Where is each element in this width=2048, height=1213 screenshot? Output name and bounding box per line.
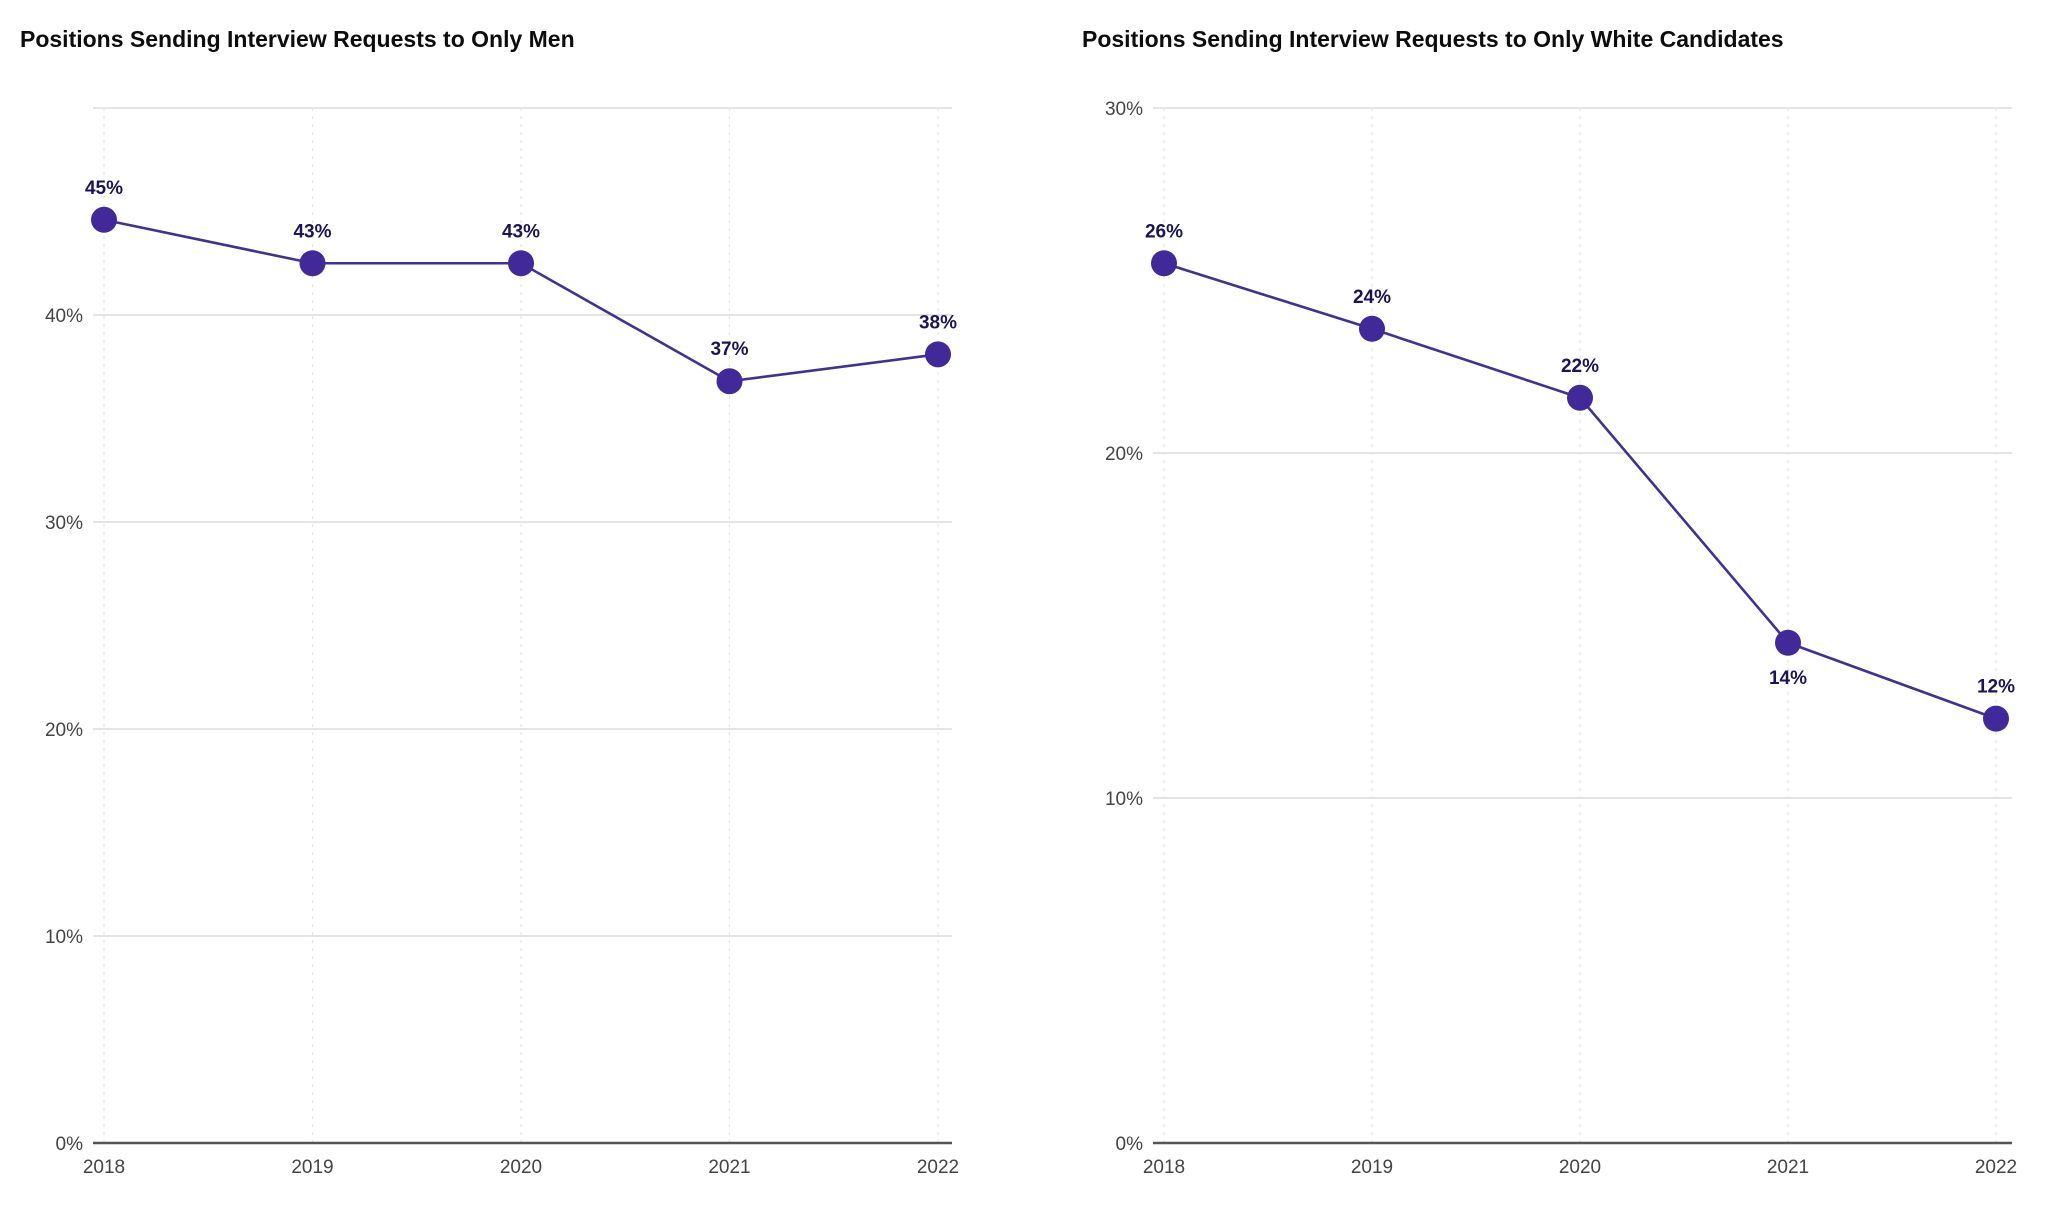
data-label: 43% — [293, 221, 331, 242]
data-label: 43% — [502, 221, 540, 242]
y-tick-label: 30% — [45, 513, 83, 534]
y-tick-label: 10% — [45, 927, 83, 948]
x-tick-label: 2021 — [708, 1157, 750, 1178]
y-tick-label: 0% — [1116, 1134, 1144, 1155]
data-label: 45% — [85, 178, 123, 199]
chart-men: 0% 10% 20% 30% 40% 2018 2019 2020 2021 2022 45% 43%… — [45, 107, 959, 1178]
data-point — [716, 368, 743, 395]
x-tick-label: 2020 — [500, 1157, 542, 1178]
chart-white-candidates: 0% 10% 20% 30% 2018 2019 2020 2021 2022 26% 24% 22%… — [1105, 99, 2017, 1178]
data-point — [91, 206, 117, 233]
x-tick-label: 2019 — [291, 1157, 333, 1178]
y-tick-label: 10% — [1105, 789, 1143, 810]
y-tick-label: 20% — [45, 720, 83, 741]
data-point — [1775, 629, 1801, 656]
chart-title-men: Positions Sending Interview Requests to … — [20, 26, 575, 52]
x-tick-label: 2019 — [1351, 1157, 1393, 1178]
data-point — [1567, 384, 1593, 411]
chart-title-white-candidates: Positions Sending Interview Requests to … — [1082, 26, 1784, 52]
data-label: 37% — [710, 339, 748, 360]
x-tick-label: 2022 — [917, 1157, 959, 1178]
data-point — [1359, 315, 1385, 342]
data-label: 24% — [1353, 287, 1391, 308]
x-tick-label: 2018 — [1143, 1157, 1185, 1178]
y-tick-label: 0% — [56, 1134, 84, 1155]
data-label: 12% — [1977, 677, 2015, 698]
y-tick-label: 20% — [1105, 444, 1143, 465]
x-tick-label: 2020 — [1559, 1157, 1601, 1178]
x-tick-label: 2021 — [1767, 1157, 1809, 1178]
x-tick-label: 2018 — [83, 1157, 125, 1178]
data-point — [1983, 705, 2009, 732]
data-label: 22% — [1561, 356, 1599, 377]
data-label: 26% — [1145, 221, 1183, 242]
data-point — [1151, 250, 1177, 277]
series-line — [1163, 262, 1997, 720]
y-tick-label: 30% — [1105, 99, 1143, 120]
y-tick-label: 40% — [45, 306, 83, 327]
data-label: 38% — [919, 312, 957, 333]
data-point — [299, 250, 326, 277]
data-point — [508, 250, 534, 277]
data-label: 14% — [1769, 668, 1807, 689]
x-tick-label: 2022 — [1975, 1157, 2017, 1178]
data-point — [925, 341, 951, 368]
